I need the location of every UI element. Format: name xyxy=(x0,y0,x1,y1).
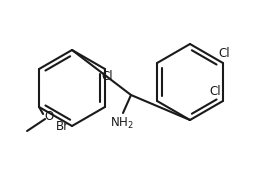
Text: Cl: Cl xyxy=(101,70,113,83)
Text: Cl: Cl xyxy=(218,47,230,60)
Text: Cl: Cl xyxy=(209,85,221,98)
Text: O: O xyxy=(44,109,53,122)
Text: NH$_2$: NH$_2$ xyxy=(110,116,134,131)
Text: Br: Br xyxy=(56,119,69,132)
